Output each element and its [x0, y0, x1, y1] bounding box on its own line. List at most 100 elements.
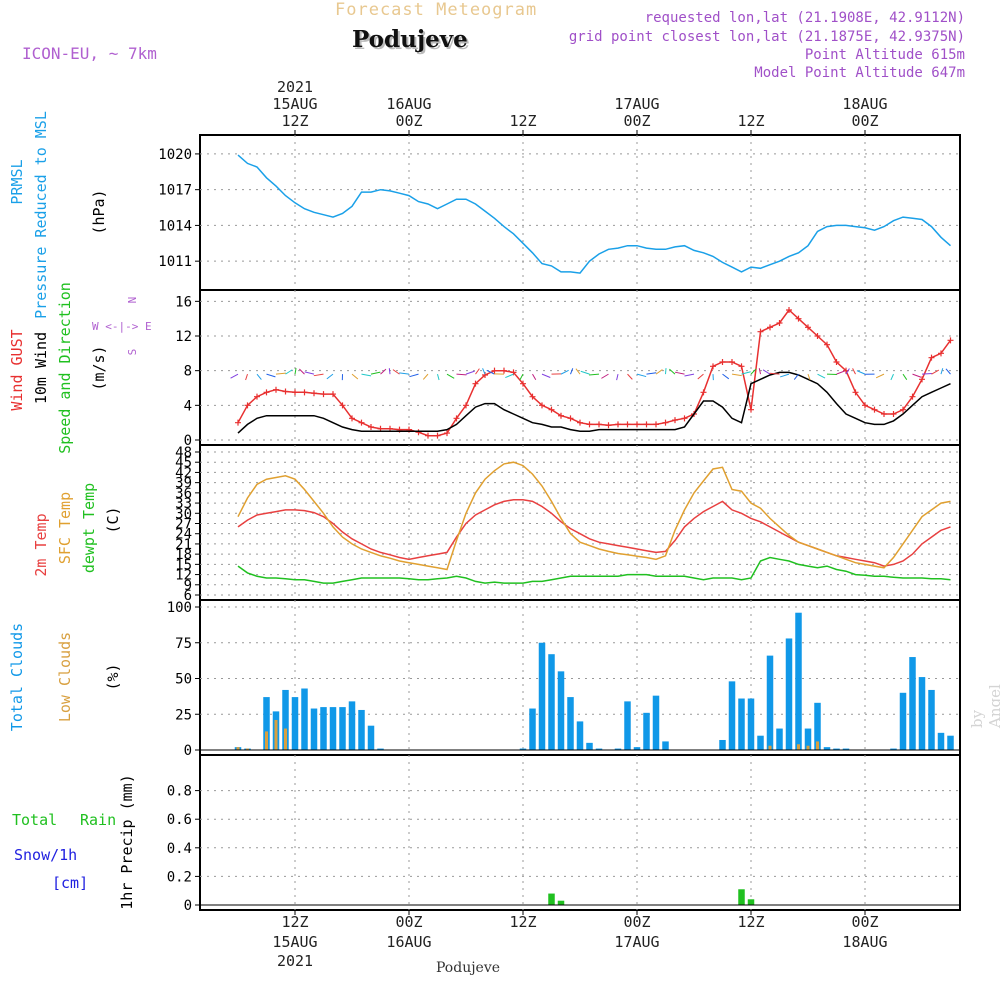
date-label-top: 17AUG	[614, 95, 659, 113]
bar	[909, 657, 916, 750]
time-label-top: 12Z	[509, 112, 536, 130]
y-tick-label: 0.2	[167, 869, 192, 885]
gust-marker	[434, 432, 441, 439]
label-total-clouds: Total Clouds	[8, 623, 26, 731]
wind-direction-arrow	[636, 373, 647, 378]
bar	[282, 689, 289, 750]
gust-marker	[928, 354, 935, 361]
wind-direction-arrow	[931, 369, 940, 375]
gust-marker	[634, 421, 640, 428]
wind-direction-arrow	[294, 368, 297, 375]
wind-direction-arrow	[298, 368, 305, 375]
gust-marker	[558, 412, 564, 419]
label-dewpt-temp: dewpt Temp	[80, 483, 98, 573]
bar	[833, 748, 840, 750]
y-tick-label: 48	[175, 445, 192, 461]
gust-marker	[472, 380, 479, 387]
wind-direction-arrow	[807, 373, 811, 381]
wind-direction-arrow	[856, 370, 866, 375]
label-2m-temp: 2m Temp	[32, 513, 50, 576]
bar	[823, 747, 831, 750]
gust-marker	[814, 333, 821, 339]
wind-direction-arrow	[655, 369, 663, 375]
wind-direction-arrow	[437, 374, 440, 381]
bar	[538, 642, 546, 750]
y-tick-label: 1017	[158, 183, 192, 199]
gust-marker	[805, 324, 811, 331]
gust-marker	[748, 406, 754, 413]
bar	[797, 744, 800, 750]
bar	[586, 742, 593, 750]
wind-direction-arrow	[465, 370, 475, 375]
gust-marker	[320, 391, 327, 398]
gust-marker	[282, 388, 289, 395]
gust-marker	[263, 389, 270, 396]
gust-marker	[909, 393, 916, 400]
gust-marker	[577, 419, 583, 426]
wind-direction-arrow	[940, 368, 944, 375]
wind-direction-arrow	[230, 373, 239, 379]
gust-marker	[339, 402, 346, 409]
wind-direction-arrow	[646, 372, 657, 375]
wind-direction-arrow	[817, 373, 826, 379]
series-line	[237, 498, 951, 567]
time-label-top: 12Z	[281, 112, 308, 130]
gust-marker	[786, 307, 792, 313]
wind-direction-arrow	[482, 368, 486, 375]
gust-marker	[586, 421, 593, 428]
bar	[284, 728, 287, 750]
bar	[842, 748, 850, 750]
y-tick-label: 6	[184, 588, 192, 604]
time-label-top: 00Z	[395, 112, 422, 130]
y-tick-label: 45	[175, 455, 192, 471]
wind-direction-arrow	[669, 368, 676, 375]
wind-direction-arrow	[921, 373, 932, 375]
gust-marker	[273, 386, 279, 393]
compass-south: S	[126, 349, 139, 356]
bar	[567, 697, 574, 750]
gust-marker	[292, 389, 298, 396]
gust-marker	[358, 419, 365, 426]
gust-marker	[311, 390, 317, 397]
compass-we: W <-|-> E	[92, 320, 152, 333]
panel-3: 0 25 50 75 100	[167, 599, 961, 759]
y-tick-label: 1011	[158, 254, 192, 270]
gust-marker	[415, 429, 422, 436]
model-label: ICON-EU, ~ 7km	[22, 44, 157, 63]
bar	[890, 748, 897, 750]
wind-direction-arrow	[890, 373, 894, 381]
gust-marker	[776, 320, 783, 326]
bar	[738, 889, 745, 905]
y-tick-label: 30	[175, 506, 192, 522]
gust-marker	[491, 367, 498, 374]
credit-watermark: by Angel	[968, 684, 1000, 728]
bar	[557, 671, 565, 750]
bar	[816, 741, 819, 750]
wind-direction-arrow	[762, 369, 771, 375]
gust-marker	[900, 406, 906, 413]
wind-direction-arrow	[852, 368, 856, 375]
bar	[236, 747, 240, 750]
bar	[576, 721, 584, 750]
wind-direction-arrow	[616, 374, 619, 381]
bar	[348, 701, 356, 750]
bar	[339, 707, 346, 750]
bar	[329, 707, 337, 750]
y-tick-label: 75	[175, 636, 192, 652]
y-tick-label: 25	[175, 707, 192, 723]
date-label-top: 16AUG	[386, 95, 431, 113]
wind-direction-arrow	[570, 368, 574, 375]
wind-direction-arrow	[409, 373, 419, 378]
bar	[377, 748, 384, 750]
bar	[263, 697, 270, 750]
y-tick-label: 15	[175, 557, 192, 573]
bar	[766, 655, 774, 750]
gust-marker	[824, 341, 830, 348]
compass-north: N	[126, 297, 139, 304]
gust-marker	[919, 376, 925, 383]
gust-marker	[795, 315, 802, 322]
y-tick-label: 33	[175, 496, 192, 512]
gust-marker	[710, 363, 716, 370]
label-rain: Rain	[80, 811, 116, 829]
wind-direction-arrow	[392, 369, 400, 375]
